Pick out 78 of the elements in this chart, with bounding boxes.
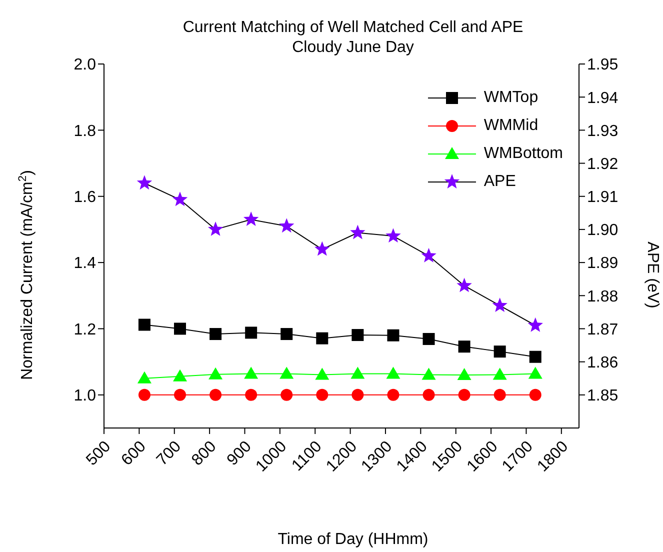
point [494, 346, 506, 358]
point [280, 366, 294, 379]
y2-tick-label: 1.88 [587, 288, 618, 306]
x-axis-title: Time of Day (HHmm) [278, 531, 428, 548]
y2-tick-label: 1.86 [587, 354, 618, 372]
point [386, 228, 401, 243]
point [457, 368, 472, 380]
point [210, 328, 222, 340]
y2-tick-label: 1.89 [587, 255, 618, 272]
point [350, 366, 365, 379]
y2-tick-label: 1.91 [587, 189, 618, 206]
point [458, 340, 470, 353]
point [315, 368, 330, 380]
point [174, 322, 186, 335]
point [352, 329, 364, 342]
point [422, 388, 435, 401]
point [528, 317, 543, 332]
legend-label: WMBottom [484, 144, 563, 164]
y2-tick-label: 1.94 [587, 90, 618, 107]
point [245, 326, 258, 339]
y-tick-label: 1.0 [74, 388, 96, 405]
point [352, 388, 364, 401]
point [173, 369, 187, 382]
point [492, 368, 507, 380]
x-tick-label: 900 [224, 438, 255, 470]
point [458, 388, 470, 401]
y2-tick-label: 1.95 [587, 56, 618, 74]
point [456, 278, 472, 292]
point [350, 224, 366, 240]
y-tick-label: 1.4 [74, 255, 96, 272]
y2-tick-label: 1.85 [587, 388, 618, 405]
point [174, 388, 186, 401]
y-tick-label: 1.6 [74, 189, 96, 206]
point [208, 367, 223, 380]
point [316, 332, 328, 344]
point [208, 221, 224, 236]
y2-tick-label: 1.92 [587, 156, 618, 173]
point [529, 388, 542, 401]
y-tick-label: 1.2 [74, 321, 96, 338]
point [280, 388, 293, 401]
point [280, 328, 293, 340]
legend-label: APE [484, 172, 516, 192]
point [529, 350, 542, 363]
x-tick-label: 600 [118, 438, 150, 470]
point [387, 329, 400, 342]
chart-subtitle: Cloudy June Day [292, 39, 414, 56]
point [387, 388, 400, 401]
point [494, 388, 506, 401]
point [245, 388, 258, 401]
point [492, 298, 508, 312]
point [172, 192, 188, 206]
y2-axis-title: APE (eV) [644, 242, 661, 308]
x-tick-label: 800 [188, 438, 220, 470]
y2-tick-label: 1.90 [587, 222, 618, 240]
point [528, 366, 542, 379]
y-tick-label: 2.0 [74, 56, 96, 74]
point [422, 332, 435, 345]
point [137, 371, 152, 384]
legend-label: WMMid [484, 116, 538, 136]
point [279, 218, 294, 233]
point [136, 175, 152, 190]
point [386, 366, 400, 379]
chart-title: Current Matching of Well Matched Cell and APE [182, 19, 524, 36]
point [422, 368, 436, 380]
x-tick-label: 700 [154, 438, 185, 470]
x-tick-label: 500 [83, 438, 114, 470]
point [421, 248, 436, 262]
point [210, 388, 222, 401]
point [314, 241, 330, 256]
legend-label: WMTop [484, 88, 538, 108]
point [316, 388, 328, 401]
y-tick-label: 1.8 [74, 122, 96, 140]
y2-tick-label: 1.87 [587, 321, 618, 338]
point [243, 212, 259, 226]
point [244, 366, 258, 379]
point [138, 318, 150, 331]
y2-tick-label: 1.93 [587, 122, 618, 140]
point [138, 388, 150, 401]
